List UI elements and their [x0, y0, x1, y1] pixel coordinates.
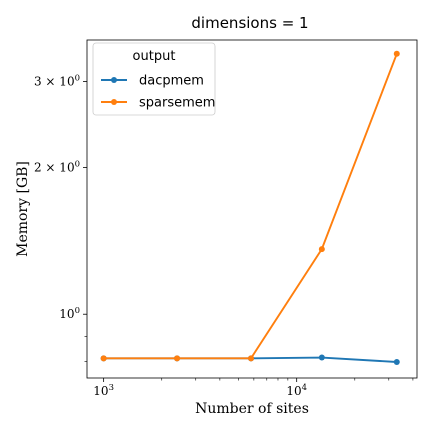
legend-label: dacpmem — [139, 74, 204, 89]
data-point-sparsemem — [248, 355, 255, 362]
legend-swatch-marker — [111, 77, 117, 83]
x-axis-label: Number of sites — [195, 401, 309, 417]
data-point-sparsemem — [174, 355, 181, 362]
series-sparsemem — [100, 50, 400, 362]
x-axis-ticks: 103 104 — [93, 378, 414, 398]
legend-label: sparsemem — [139, 96, 215, 111]
plot-frame — [86, 39, 418, 379]
data-point-sparsemem — [393, 50, 400, 57]
legend-entries: dacpmem sparsemem — [101, 74, 215, 111]
y-axis-ticks: 100 2 × 100 3 × 100 — [34, 74, 87, 362]
x-tick-label: 103 — [93, 383, 114, 398]
y-tick-label: 2 × 100 — [34, 159, 80, 174]
y-tick-label: 3 × 100 — [34, 74, 80, 89]
legend-title: output — [133, 49, 176, 64]
data-point-dacpmem — [393, 359, 400, 366]
chart-title: dimensions = 1 — [191, 14, 308, 32]
series-layer — [100, 50, 400, 366]
y-axis-label: Memory [GB] — [15, 161, 31, 257]
data-point-dacpmem — [318, 354, 325, 361]
legend-entry-sparsemem: sparsemem — [101, 96, 215, 111]
y-tick-label: 100 — [59, 306, 80, 321]
legend-entry-dacpmem: dacpmem — [101, 74, 204, 89]
data-point-sparsemem — [100, 355, 107, 362]
data-point-sparsemem — [318, 246, 325, 253]
x-tick-label: 104 — [286, 383, 307, 398]
legend-box — [92, 42, 216, 116]
legend-swatch-marker — [111, 99, 117, 105]
legend: output dacpmem sparsemem — [92, 42, 216, 116]
